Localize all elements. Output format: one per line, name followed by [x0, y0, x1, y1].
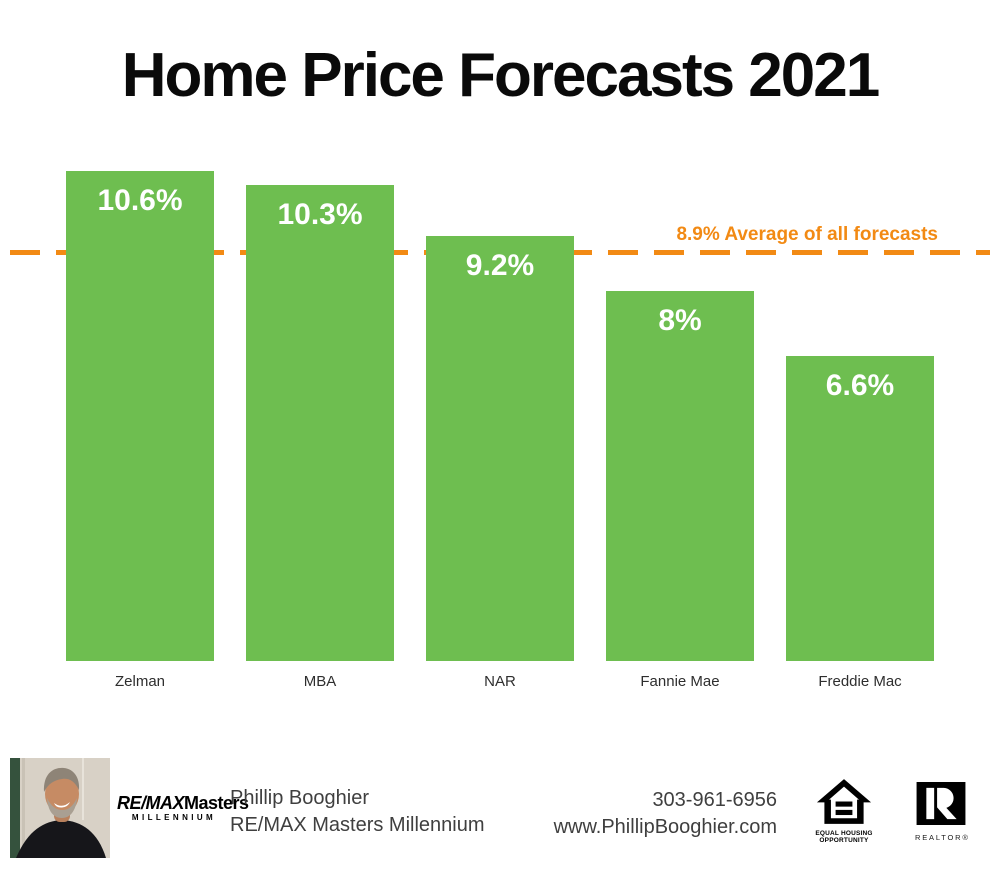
bar: 8% [606, 291, 754, 661]
realtor-r-icon [916, 782, 966, 825]
bar-value-label: 10.3% [277, 198, 363, 232]
bar: 10.6% [66, 171, 214, 661]
remax-logo-wordmark: RE/MAXMasters [117, 793, 249, 813]
bars-row: 10.6% 10.3% 9.2% 8% 6.6% [66, 150, 934, 661]
bar: 6.6% [786, 356, 934, 661]
category-label: NAR [484, 673, 516, 690]
bar-value-label: 6.6% [825, 369, 895, 403]
agent-info: Phillip Booghier RE/MAX Masters Millenni… [230, 785, 485, 839]
agent-name: Phillip Booghier [230, 787, 369, 809]
page-title: Home Price Forecasts 2021 [121, 41, 880, 110]
bar-value-label: 8% [658, 304, 702, 338]
category-labels: Zelman MBA NAR Fannie Mae Freddie Mac [66, 673, 934, 690]
bar: 10.3% [246, 185, 394, 661]
contact-info: 303-961-6956 www.PhillipBooghier.com [554, 787, 777, 841]
bar-value-label: 10.6% [97, 184, 183, 218]
website-url: www.PhillipBooghier.com [553, 816, 777, 838]
remax-logo-remax: RE/MAX [117, 793, 185, 813]
agent-photo [10, 758, 110, 858]
remax-logo-masters: Masters [184, 793, 249, 813]
bar-chart: 10.6% 10.3% 9.2% 8% 6.6% [10, 150, 990, 661]
phone-number: 303-961-6956 [652, 789, 777, 811]
category-label: Freddie Mac [818, 673, 902, 690]
remax-logo-millennium: MILLENNIUM [131, 813, 217, 822]
equal-housing-text-line2: OPPORTUNITY [819, 837, 869, 844]
category-label: MBA [303, 673, 337, 690]
realtor-logo: REALTOR® [915, 782, 970, 842]
category-label: Zelman [114, 673, 166, 690]
bar-value-label: 9.2% [465, 248, 535, 282]
category-label: Fannie Mae [640, 673, 720, 690]
realtor-text: REALTOR® [915, 833, 970, 842]
bar: 9.2% [426, 235, 574, 661]
brokerage-name: RE/MAX Masters Millennium [230, 814, 485, 836]
equal-housing-text-line1: EQUAL HOUSING [815, 830, 873, 837]
average-line-label: 8.9% Average of all forecasts [676, 224, 938, 245]
remax-masters-logo: RE/MAXMasters MILLENNIUM [117, 793, 249, 822]
equal-housing-icon [816, 779, 872, 824]
portrait-image [10, 758, 110, 858]
equal-housing-logo: EQUAL HOUSING OPPORTUNITY [813, 778, 875, 844]
